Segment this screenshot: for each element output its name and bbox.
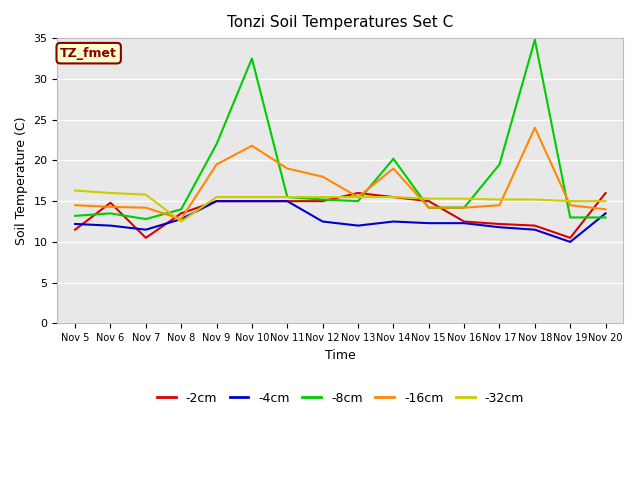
Title: Tonzi Soil Temperatures Set C: Tonzi Soil Temperatures Set C (227, 15, 454, 30)
Y-axis label: Soil Temperature (C): Soil Temperature (C) (15, 117, 28, 245)
Legend: -2cm, -4cm, -8cm, -16cm, -32cm: -2cm, -4cm, -8cm, -16cm, -32cm (152, 387, 529, 410)
X-axis label: Time: Time (325, 348, 356, 362)
Text: TZ_fmet: TZ_fmet (60, 47, 117, 60)
